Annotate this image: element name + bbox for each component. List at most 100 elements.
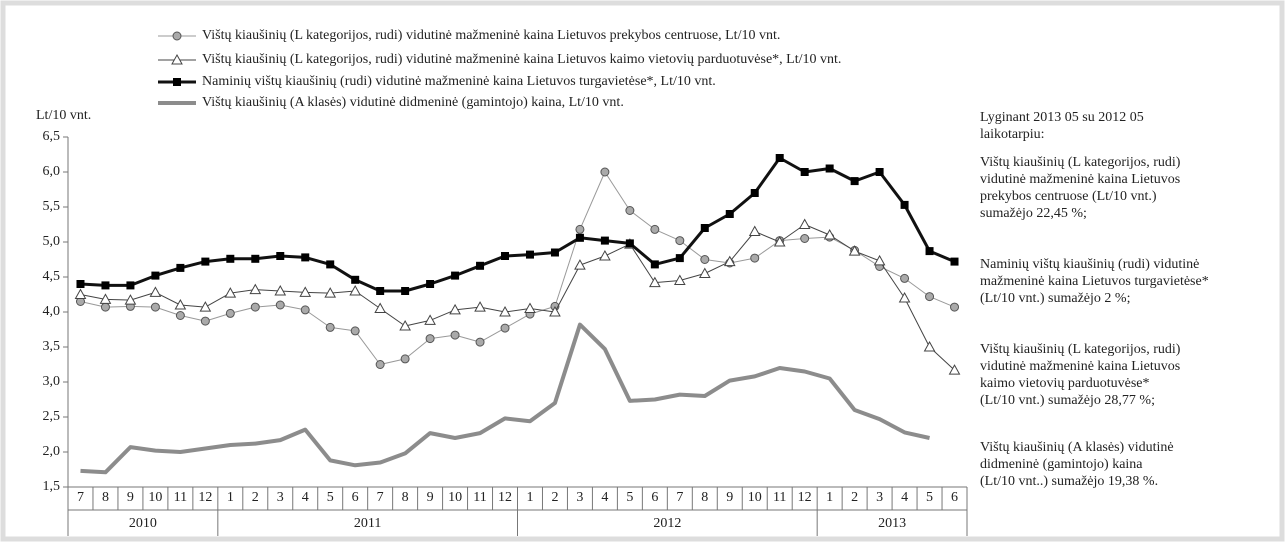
data-point [575,233,584,242]
x-tick-label: 5 [626,490,633,505]
y-tick-label: 6,5 [43,129,61,144]
x-tick-label: 1 [826,490,833,505]
data-point [750,253,760,263]
data-point [700,224,709,232]
x-tick-label: 2 [851,490,858,505]
x-tick-label: 8 [102,490,109,505]
x-tick-label: 1 [526,490,533,505]
y-tick-label: 2,5 [43,409,61,424]
data-point [276,252,285,260]
x-tick-label: 10 [148,490,162,505]
annotation: Vištų kiaušinių (A klasės) vidutinė [980,440,1174,455]
x-tick-label: 7 [77,490,84,505]
data-point [725,210,734,218]
data-point [451,271,460,280]
data-point [800,234,810,243]
data-point [625,239,634,248]
data-point [698,267,711,278]
data-point [723,255,736,267]
data-point [349,284,362,296]
x-tick-label: 6 [651,490,658,505]
data-point [575,224,585,234]
data-point [450,330,460,340]
data-point [773,235,786,247]
data-point [850,177,859,186]
data-point [675,236,685,246]
data-point [126,281,135,290]
data-point [275,300,285,310]
annotation: sumažėjo 22,45 %; [980,206,1087,221]
data-point [401,287,410,295]
x-tick-label: 11 [473,490,486,505]
data-point [748,225,761,236]
data-point [549,305,561,317]
x-tick-label: 12 [498,490,512,505]
data-point [301,253,310,262]
data-point [174,298,187,310]
annotation: vidutinė mažmeninė kaina Lietuvos [980,172,1180,187]
data-point [150,302,160,312]
series-line [80,224,955,371]
x-tick-label: 4 [601,490,608,505]
data-point [500,323,510,333]
data-point [274,284,287,296]
data-point [700,255,710,264]
data-point [199,301,212,312]
data-point [351,275,360,284]
data-point [400,354,410,364]
year-label: 2012 [653,516,681,531]
series-line [80,171,955,365]
data-point [574,259,586,270]
data-point [673,274,686,285]
x-tick-label: 3 [277,490,284,505]
data-point [151,271,160,280]
data-point [501,252,510,260]
x-tick-label: 5 [926,490,933,505]
series-line [80,156,956,293]
data-point [299,286,312,297]
x-tick-label: 7 [676,490,683,505]
data-point [599,249,611,261]
data-point [499,305,511,317]
data-point [326,260,335,269]
data-point [900,200,909,209]
y-tick-label: 5,5 [43,199,61,214]
x-tick-label: 12 [798,490,812,505]
data-point [650,224,660,234]
x-tick-label: 6 [951,490,958,505]
year-label: 2011 [354,516,381,531]
legend-label: Naminių vištų kiaušinių (rudi) vidutinė … [202,74,716,89]
data-point [399,319,411,331]
data-point [525,250,534,259]
x-tick-label: 10 [448,490,462,505]
data-point [898,291,911,303]
x-tick-label: 2 [252,490,259,505]
legend-marker [172,31,182,41]
annotation: Vištų kiaušinių (L kategorijos, rudi) [980,155,1181,170]
annotation: (Lt/10 vnt.) sumažėjo 28,77 %; [980,393,1155,408]
data-point [600,167,610,177]
legend-label: Vištų kiaušinių (A klasės) vidutinė didm… [202,95,624,110]
data-point [873,254,886,266]
data-point [225,308,235,318]
y-tick-label: 4,0 [43,304,61,319]
annotation: (Lt/10 vnt..) sumažėjo 19,38 %. [980,474,1158,489]
data-point [350,326,360,336]
data-point [476,261,485,270]
annotation: didmeninė (gamintojo) kaina [980,457,1143,472]
data-point [376,287,385,295]
data-point [750,189,759,197]
data-point [475,337,485,347]
annotation: laikotarpiu: [980,127,1045,142]
data-point [99,293,112,304]
x-tick-label: 11 [174,490,187,505]
data-point [424,314,436,325]
series-line [80,322,930,475]
data-point [800,168,809,176]
data-point [449,303,461,315]
data-point [550,248,559,257]
x-tick-label: 6 [352,490,359,505]
y-tick-label: 4,5 [43,269,61,284]
annotation: mažmeninė kaina Lietuvos turgavietėse* [980,274,1209,289]
